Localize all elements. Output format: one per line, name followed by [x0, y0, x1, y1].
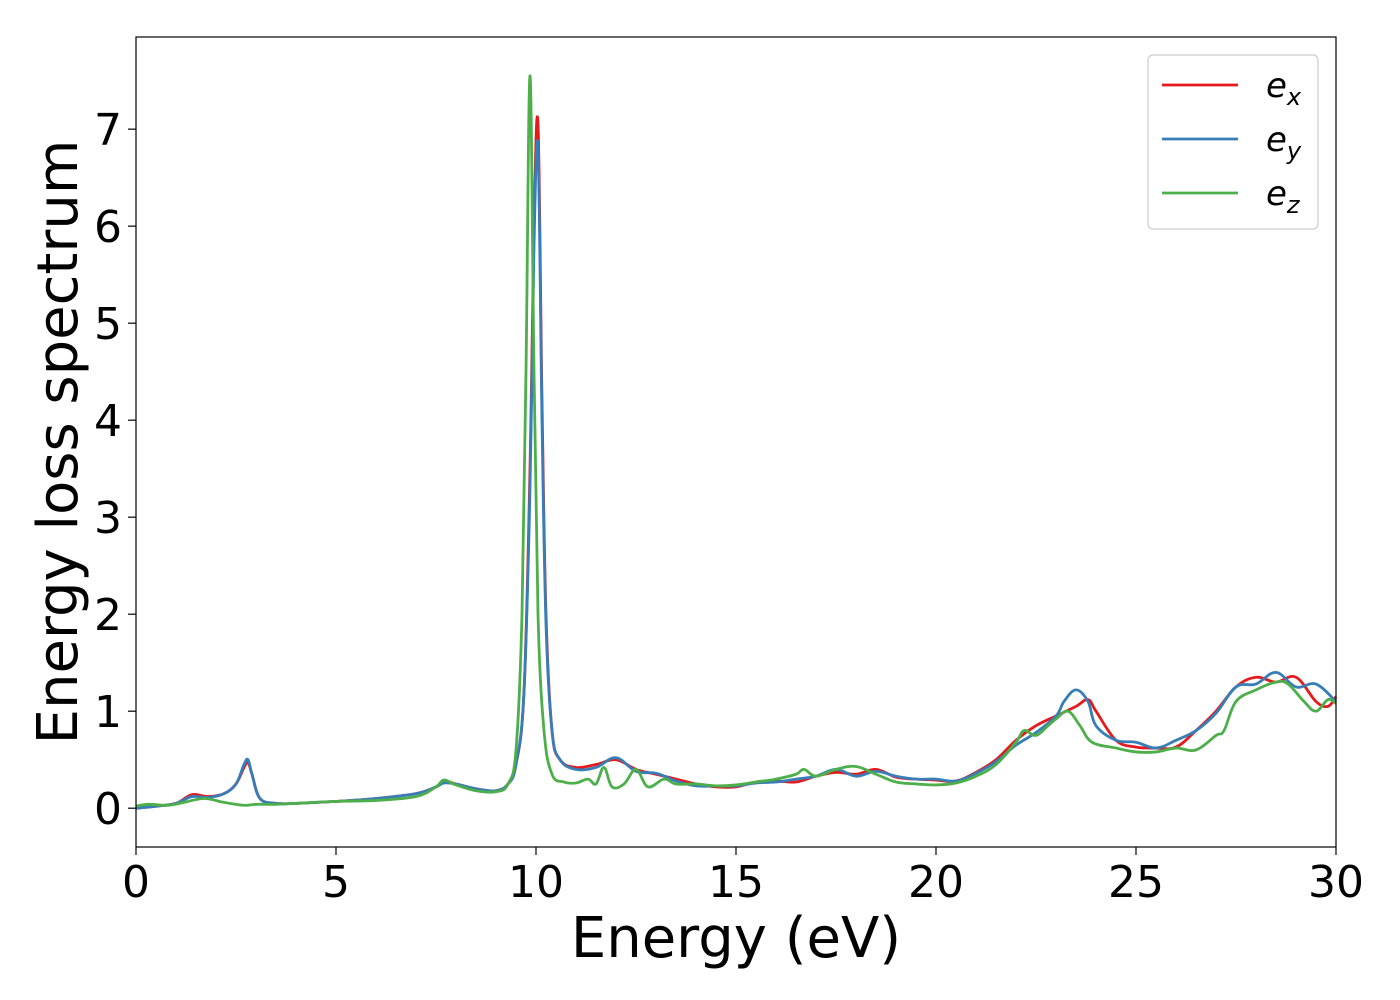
- legend-label-y: ey: [1266, 120, 1302, 165]
- plot-lines: [135, 74, 1338, 810]
- x-tick-label: 15: [708, 857, 764, 908]
- x-axis-label: Energy (eV): [571, 906, 901, 971]
- legend-box: [1147, 54, 1319, 230]
- y-axis-label: Energy loss spectrum: [26, 140, 91, 745]
- y-tick-label: 0: [94, 784, 122, 835]
- series-line-e-y: [135, 139, 1337, 810]
- x-tick-label: 20: [908, 857, 964, 908]
- x-tick-label: 10: [508, 857, 564, 908]
- legend-label-x: ex: [1266, 66, 1302, 111]
- legend-label-z: ez: [1266, 174, 1301, 219]
- series-line-e-z: [135, 74, 1337, 808]
- x-tick-label: 30: [1308, 857, 1364, 908]
- legend: ex ey ez: [1147, 54, 1319, 230]
- x-axis-ticks: 0 5 10 15 20 25 30: [122, 847, 1364, 908]
- y-tick-label: 2: [94, 590, 122, 641]
- y-tick-label: 4: [94, 396, 122, 447]
- y-tick-label: 3: [94, 493, 122, 544]
- x-tick-label: 0: [122, 857, 150, 908]
- y-tick-label: 1: [94, 687, 122, 738]
- y-axis-ticks: 0 1 2 3 4 5 6 7: [94, 105, 136, 835]
- y-tick-label: 5: [94, 299, 122, 350]
- x-tick-label: 5: [322, 857, 350, 908]
- y-tick-label: 6: [94, 202, 122, 253]
- y-tick-label: 7: [94, 105, 122, 156]
- x-tick-label: 25: [1108, 857, 1164, 908]
